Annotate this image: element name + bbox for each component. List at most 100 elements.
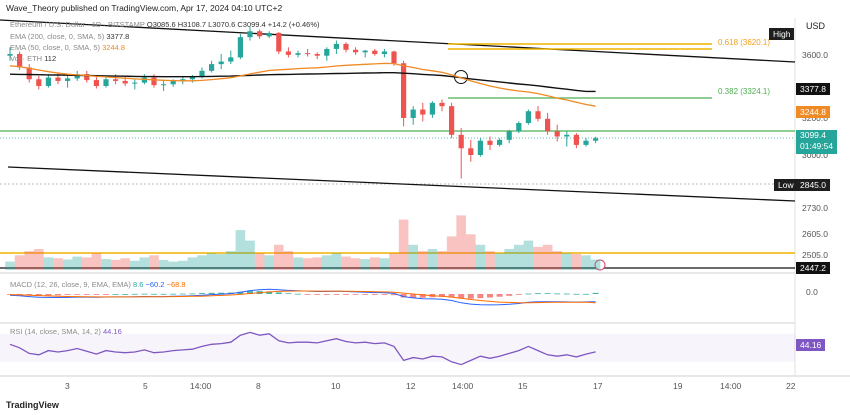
macd-histogram-bar [371,294,378,295]
volume-bar [341,256,351,270]
volume-bar [283,251,294,270]
volume-bar [34,249,44,270]
volume-bar [178,260,188,270]
macd-histogram-bar [410,294,417,298]
time-tick-5: 10 [331,381,341,391]
time-tick-4: 8 [256,381,261,391]
legend-ema200: EMA (200, close, 0, SMA, 5) [10,32,105,41]
candle-body [449,106,455,135]
volume-bar [302,258,313,270]
legend-macd-value-1: 8.6 [132,280,144,289]
volume-bar [398,219,409,270]
candle-body [593,138,599,141]
support-price-tag: 2447.2 [796,262,830,274]
macd-histogram-bar [266,291,273,294]
volume-bar [5,261,15,270]
macd-histogram-bar [592,292,599,294]
macd-histogram-bar [573,293,580,295]
price-tick-2730: 2730.0 [802,203,828,213]
macd-histogram-bar [285,293,292,295]
macd-histogram-bar [487,294,493,298]
macd-histogram-bar [343,294,349,295]
ema200-line [9,72,596,93]
macd-histogram-bar [295,293,301,295]
candle-body [439,102,445,107]
candle-body [372,50,378,54]
candle-body [391,51,397,64]
macd-histogram-bar [448,294,455,298]
volume-bar [331,253,342,270]
legend-macd-value-3: −68.8 [166,280,186,289]
volume-bar [389,253,399,270]
candle-body [343,43,349,50]
candle-body [554,131,560,137]
macd-histogram-bar [544,293,551,295]
legend-symbol: Ethereum / U.S. Dollar · 1D · BITSTAMP [10,20,145,29]
macd-histogram-bar [275,292,282,294]
tradingview-logo[interactable]: TradingView [6,400,59,410]
time-tick-12: 22 [786,381,796,391]
candle-body [257,31,263,37]
macd-histogram-bar [506,294,513,296]
macd-histogram-bar [247,291,253,294]
volume-bar [590,259,601,270]
volume-bar [110,259,121,270]
time-tick-8: 15 [518,381,528,391]
candle-body [353,49,359,53]
volume-bar [504,249,514,270]
macd-histogram-bar [189,293,196,295]
candle-body [525,111,531,124]
macd-histogram-bar [496,294,503,297]
currency-label: USD [806,21,826,31]
ema200-price-tag: 3377.8 [796,83,830,95]
volume-bar [62,259,73,270]
volume-bar [437,251,447,270]
candle-body [276,32,282,52]
candle-body [55,77,61,81]
candle-body [17,54,23,68]
macd-histogram-bar [554,293,561,295]
macd-histogram-bar [74,294,81,295]
candle-body [573,134,579,145]
macd-histogram-bar [333,294,340,295]
macd-histogram-bar [160,293,167,295]
legend-rsi: RSI (14, close, SMA, 14, 2) [10,327,101,336]
time-tick-2: 5 [143,381,148,391]
high-label: High [769,28,795,40]
price-tick-3600: 3600.0 [802,50,828,60]
candle-body [209,64,215,71]
volume-bar [82,257,92,270]
volume-bar [533,246,543,270]
volume-bar [475,244,486,270]
macd-histogram-bar [64,294,71,295]
legend-ohlc: O3085.6 H3108.7 L3070.6 C3099.4 +14.2 (+… [146,20,320,29]
volume-bar [408,244,418,270]
candle-body [468,148,474,155]
candle-body [45,77,51,86]
macd-histogram-bar [314,294,321,295]
price-tick-3000: 3000.0 [802,150,828,160]
volume-bar [427,249,438,270]
candle-body [410,109,416,118]
candle-body [324,48,330,56]
candle-body [36,79,42,86]
volume-bar [360,259,370,270]
candle-body [583,140,589,145]
candle-body [247,31,253,38]
volume-bar [206,253,217,270]
legend-macd-row: MACD (12, 26, close, 9, EMA, EMA) 8.6 −6… [10,280,186,290]
macd-histogram-bar [515,294,522,295]
candle-body [487,140,493,145]
macd-histogram-bar [122,294,129,295]
volume-bar [43,257,54,270]
volume-bar [216,254,226,270]
candle-body [218,61,224,65]
candle-body [161,84,167,86]
volume-bar [418,251,428,270]
macd-histogram-bar [400,294,407,298]
candle-body [199,70,205,77]
tradingview-logo-text: TradingView [6,400,59,410]
macd-histogram-bar [419,294,426,298]
volume-bar [542,244,553,270]
